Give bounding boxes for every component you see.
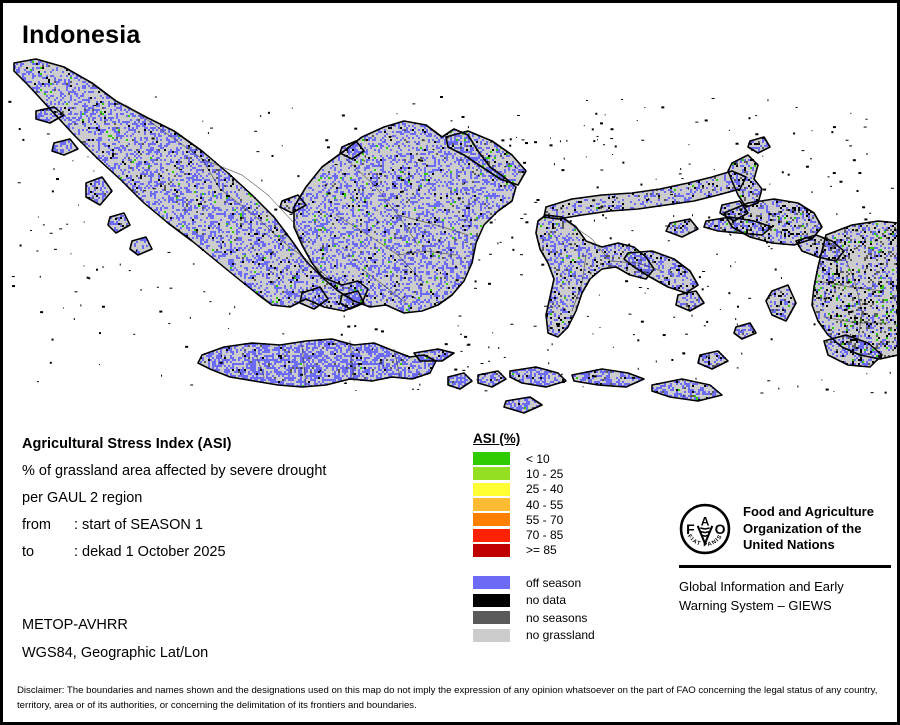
legend-class-list: < 10 10 - 25 25 - 40 40 - 55 55 - 70 70 - 85 >… — [473, 451, 653, 558]
legend-label: no data — [526, 593, 567, 608]
from-value: : start of SEASON 1 — [74, 517, 203, 533]
description-region: per GAUL 2 region — [22, 490, 143, 506]
description-heading: Agricultural Stress Index (ASI) — [22, 436, 232, 452]
legend: ASI (%) < 10 10 - 25 25 - 40 40 - 55 55 - 70… — [473, 430, 653, 644]
fao-header: F A O FIAT PANIS Food and Agriculture Or… — [679, 503, 893, 555]
fao-logo-icon: F A O FIAT PANIS — [679, 503, 731, 555]
fao-divider — [679, 565, 891, 568]
legend-swatch — [473, 467, 510, 481]
legend-swatch — [473, 452, 510, 466]
legend-swatch — [473, 498, 510, 512]
legend-row: no data — [473, 592, 653, 610]
fao-branding-block: F A O FIAT PANIS Food and Agriculture Or… — [679, 503, 893, 615]
projection-label: WGS84, Geographic Lat/Lon — [22, 645, 209, 661]
description-block: Agricultural Stress Index (ASI) % of gra… — [22, 431, 452, 566]
legend-row: 25 - 40 — [473, 482, 653, 497]
map-area[interactable] — [6, 55, 897, 415]
description-subtitle: % of grassland area affected by severe d… — [22, 463, 327, 479]
from-label: from — [22, 517, 51, 533]
disclaimer-text: Disclaimer: The boundaries and names sho… — [17, 685, 878, 711]
legend-swatch — [473, 482, 510, 496]
description-to-row: to : dekad 1 October 2025 — [22, 539, 452, 566]
fao-org-line-3: United Nations — [743, 537, 835, 552]
legend-row: no seasons — [473, 609, 653, 627]
legend-label: 70 - 85 — [526, 528, 564, 543]
legend-row: 40 - 55 — [473, 497, 653, 512]
to-value: : dekad 1 October 2025 — [74, 544, 226, 560]
legend-aux-list: off season no data no seasons no grassland — [473, 574, 653, 644]
description-from-row: from : start of SEASON 1 — [22, 512, 452, 539]
page-title: Indonesia — [22, 21, 141, 49]
legend-swatch — [473, 593, 510, 607]
svg-text:F: F — [686, 521, 695, 537]
legend-swatch — [473, 543, 510, 557]
legend-label: >= 85 — [526, 543, 557, 558]
svg-text:O: O — [715, 521, 726, 537]
giews-line-1: Global Information and Early — [679, 579, 844, 594]
legend-label: no seasons — [526, 610, 588, 625]
legend-row: 70 - 85 — [473, 527, 653, 542]
legend-row: off season — [473, 574, 653, 592]
legend-swatch — [473, 576, 510, 590]
indonesia-asi-map-canvas[interactable] — [6, 55, 897, 415]
legend-row: < 10 — [473, 451, 653, 466]
legend-label: off season — [526, 575, 582, 590]
legend-label: 25 - 40 — [526, 482, 564, 497]
legend-title: ASI (%) — [473, 431, 521, 446]
giews-line-2: Warning System – GIEWS — [679, 598, 832, 613]
fao-org-line-2: Organization of the — [743, 520, 862, 536]
legend-spacer — [473, 558, 653, 574]
legend-row: no grassland — [473, 627, 653, 645]
sensor-label: METOP-AVHRR — [22, 617, 128, 633]
legend-row: 10 - 25 — [473, 466, 653, 481]
legend-label: 55 - 70 — [526, 512, 564, 527]
legend-swatch — [473, 611, 510, 625]
legend-label: 10 - 25 — [526, 466, 564, 481]
fao-organization-name: Food and Agriculture Organization of the… — [743, 503, 874, 554]
fao-org-line-1: Food and Agriculture — [743, 504, 874, 519]
legend-swatch — [473, 628, 510, 642]
legend-row: 55 - 70 — [473, 512, 653, 527]
legend-label: 40 - 55 — [526, 497, 564, 512]
legend-label: no grassland — [526, 628, 595, 643]
giews-label: Global Information and Early Warning Sys… — [679, 577, 893, 615]
legend-swatch — [473, 528, 510, 542]
source-block: METOP-AVHRR WGS84, Geographic Lat/Lon — [22, 611, 208, 667]
legend-swatch — [473, 513, 510, 527]
svg-text:A: A — [701, 514, 710, 528]
to-label: to — [22, 544, 35, 560]
legend-label: < 10 — [526, 451, 550, 466]
legend-row: >= 85 — [473, 543, 653, 558]
